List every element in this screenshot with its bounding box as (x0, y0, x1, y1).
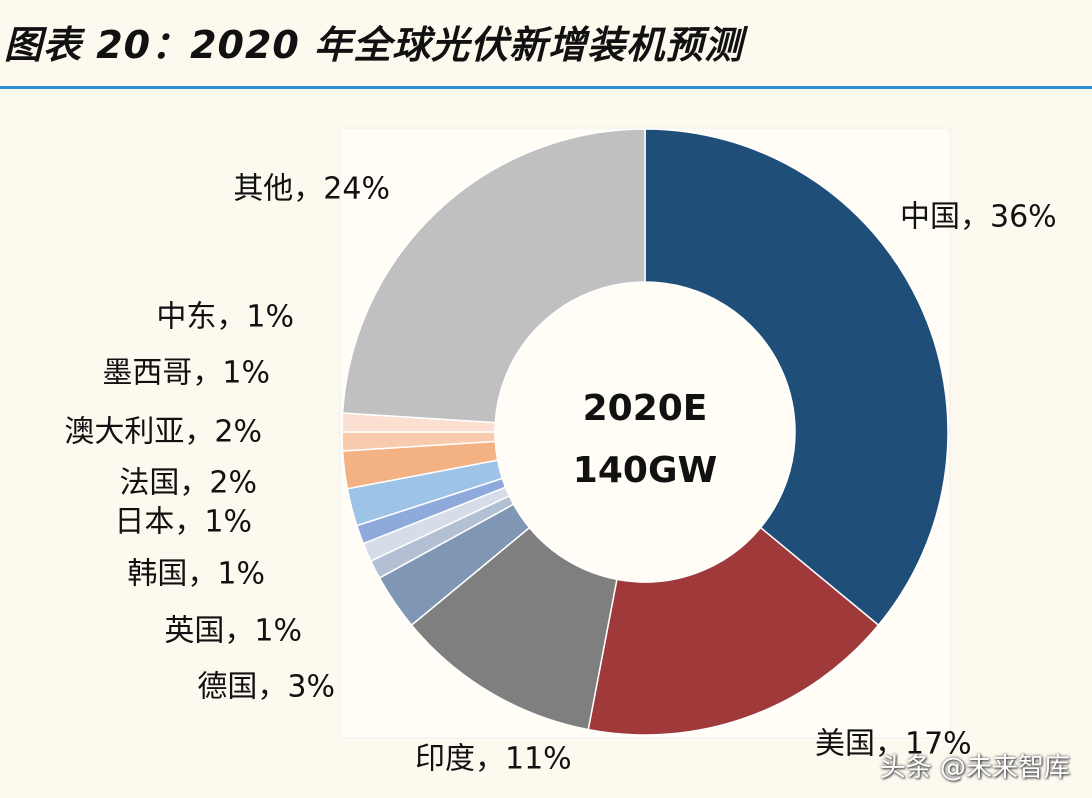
data-label: 美国，17% (815, 727, 972, 762)
data-label: 墨西哥，1% (102, 356, 270, 391)
wedge (341, 128, 646, 424)
center-text: 140GW (573, 450, 717, 491)
title-rule (0, 86, 1092, 89)
watermark: 头条 @未来智库 (879, 753, 1070, 783)
data-label: 日本，1% (114, 505, 252, 540)
data-label: 中国，36% (900, 200, 1057, 235)
data-label: 法国，2% (119, 466, 257, 501)
wedge (587, 526, 880, 736)
data-label: 澳大利亚，2% (64, 415, 262, 450)
data-label: 德国，3% (197, 670, 335, 705)
title: 图表 20：2020 年全球光伏新增装机预测 (4, 23, 744, 67)
data-label: 中东，1% (156, 300, 294, 335)
data-label: 韩国，1% (127, 557, 265, 592)
center-text: 2020E (583, 388, 708, 429)
data-label: 印度，11% (415, 742, 572, 777)
data-label: 其他，24% (233, 172, 390, 207)
wedge (644, 128, 949, 627)
data-label: 英国，1% (164, 614, 302, 649)
